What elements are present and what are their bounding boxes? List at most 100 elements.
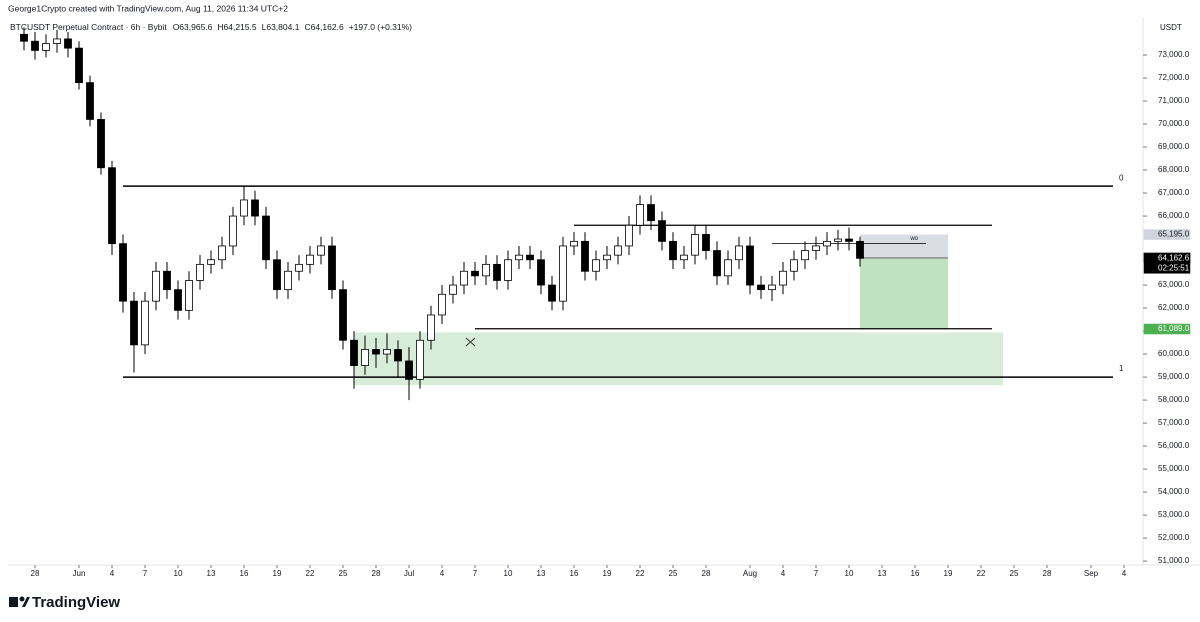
tv-logo: [9, 596, 30, 607]
candle-body: [306, 254, 314, 265]
candle-body: [416, 339, 424, 380]
y-tick-label: 70,000.0: [1158, 119, 1190, 128]
x-tick-label: 7: [814, 569, 819, 578]
candle-body: [625, 224, 633, 247]
x-tick-label: 16: [570, 569, 579, 578]
credit: George1Crypto created with TradingView.c…: [8, 3, 288, 13]
candle-body: [174, 289, 182, 311]
candle-body: [702, 234, 710, 251]
open: O63,965.6: [173, 22, 213, 32]
y-tick-label: 72,000.0: [1158, 73, 1190, 82]
candle-body: [185, 280, 193, 311]
candle-body: [823, 240, 831, 247]
x-tick-label: 22: [306, 569, 315, 578]
candle-body: [779, 270, 787, 286]
stop-area: [860, 234, 948, 258]
candle-body: [196, 263, 204, 281]
y-tick-label: 63,000.0: [1158, 280, 1190, 289]
candle-body: [394, 349, 402, 362]
candle-body: [207, 259, 215, 265]
y-tick-label: 55,000.0: [1158, 464, 1190, 473]
candle-body: [504, 259, 512, 281]
candle-body: [218, 245, 226, 261]
candle-body: [592, 259, 600, 272]
candle-body: [482, 263, 490, 277]
y-tick-label: 59,000.0: [1158, 372, 1190, 381]
y-tick-label: 51,000.0: [1158, 556, 1190, 565]
y-tick-label: 56,000.0: [1158, 441, 1190, 450]
y-tick-label: 68,000.0: [1158, 165, 1190, 174]
x-tick-label: 28: [31, 569, 40, 578]
x-tick-label: 19: [603, 569, 612, 578]
y-tick-label: 67,000.0: [1158, 188, 1190, 197]
x-tick-label: 28: [702, 569, 711, 578]
x-tick-label: 10: [504, 569, 513, 578]
candle-body: [295, 263, 303, 272]
candle-body: [680, 254, 688, 261]
fib-label: 0: [1119, 173, 1124, 182]
x-tick-label: 13: [537, 569, 546, 578]
candle-body: [229, 215, 237, 247]
price-label-box: [1143, 229, 1191, 240]
candle-body: [53, 38, 61, 44]
candle-body: [317, 245, 325, 256]
x-tick-label: 28: [1043, 569, 1052, 578]
candle-body: [438, 293, 446, 316]
candle-body: [141, 300, 149, 346]
x-tick-label: 25: [669, 569, 678, 578]
x-tick-label: 4: [1122, 569, 1127, 578]
candle-body: [548, 284, 556, 302]
price-label-box: [1143, 323, 1191, 335]
change: +197.0 (+0.31%): [349, 22, 412, 32]
currency: USDT: [1160, 23, 1182, 32]
candle-body: [240, 199, 248, 217]
x-tick-label: 22: [977, 569, 986, 578]
candle-body: [405, 360, 413, 380]
low: L63,804.1: [262, 22, 300, 32]
candle-body: [372, 349, 380, 355]
x-tick-label: 28: [372, 569, 381, 578]
y-tick-label: 58,000.0: [1158, 395, 1190, 404]
candle-body: [449, 284, 457, 295]
candle-body: [20, 33, 28, 42]
candle-body: [152, 270, 160, 302]
candle-body: [834, 238, 842, 242]
y-tick-label: 52,000.0: [1158, 533, 1190, 542]
candle-body: [328, 245, 336, 291]
close: C64,162.6: [304, 22, 343, 32]
candle-body: [669, 240, 677, 261]
brand: TradingView: [32, 594, 120, 611]
candle-body: [614, 245, 622, 256]
x-tick-label: 19: [944, 569, 953, 578]
candle-body: [559, 245, 567, 302]
candle-body: [735, 245, 743, 261]
fib-label: 1: [1119, 364, 1124, 373]
symbol: BTCUSDT Perpetual Contract · 6h · Bybit: [10, 22, 167, 32]
countdown: 02:25:51: [1158, 263, 1190, 272]
candle-body: [427, 314, 435, 341]
candle-body: [350, 339, 358, 366]
candle-body: [515, 254, 523, 261]
candle-body: [812, 245, 820, 251]
candle-body: [97, 119, 105, 169]
candle-body: [570, 240, 578, 247]
candle-body: [262, 215, 270, 261]
candle-body: [42, 43, 50, 51]
candle-body: [746, 245, 754, 286]
x-tick-label: Aug: [743, 569, 757, 578]
candle-body: [471, 270, 479, 277]
candle-body: [163, 270, 171, 291]
y-tick-label: 73,000.0: [1158, 50, 1190, 59]
x-tick-label: 7: [143, 569, 148, 578]
x-tick-label: 4: [110, 569, 115, 578]
candle-body: [647, 204, 655, 222]
candle-body: [383, 349, 391, 355]
x-tick-label: 4: [440, 569, 445, 578]
candle-body: [724, 259, 732, 277]
candle-body: [581, 240, 589, 272]
candle-body: [108, 167, 116, 245]
x-tick-label: 7: [473, 569, 478, 578]
candle-body: [119, 243, 127, 302]
candle-body: [284, 270, 292, 291]
